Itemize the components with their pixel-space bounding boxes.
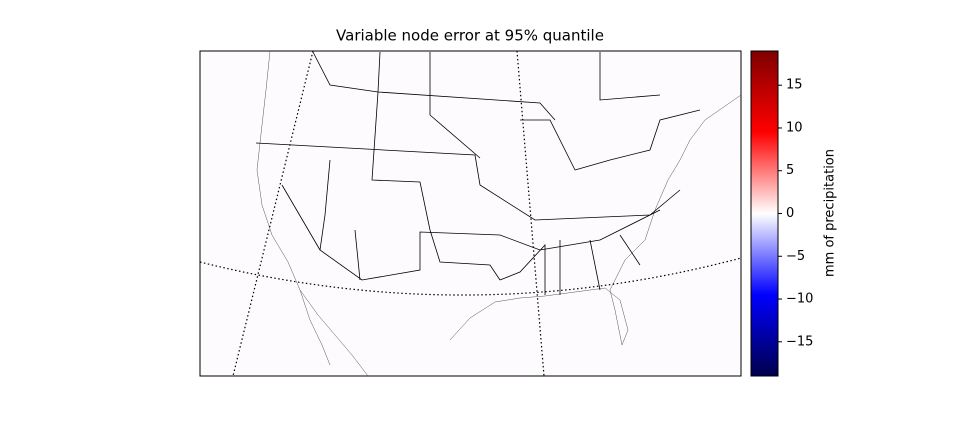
map-title: Variable node error at 95% quantile [336,27,604,45]
colorbar-tick-label: 15 [786,78,803,93]
colorbar-tick-label: −10 [786,292,813,307]
colorbar-tick-label: −15 [786,334,813,349]
colorbar-tick-label: 0 [786,206,794,221]
colorbar-tick-label: 10 [786,120,803,135]
colorbar-label: mm of precipitation [823,149,838,277]
map [199,50,742,377]
colorbar-tick-label: −5 [786,249,805,264]
colorbar-tick-label: 5 [786,163,794,178]
colorbar [750,50,779,377]
